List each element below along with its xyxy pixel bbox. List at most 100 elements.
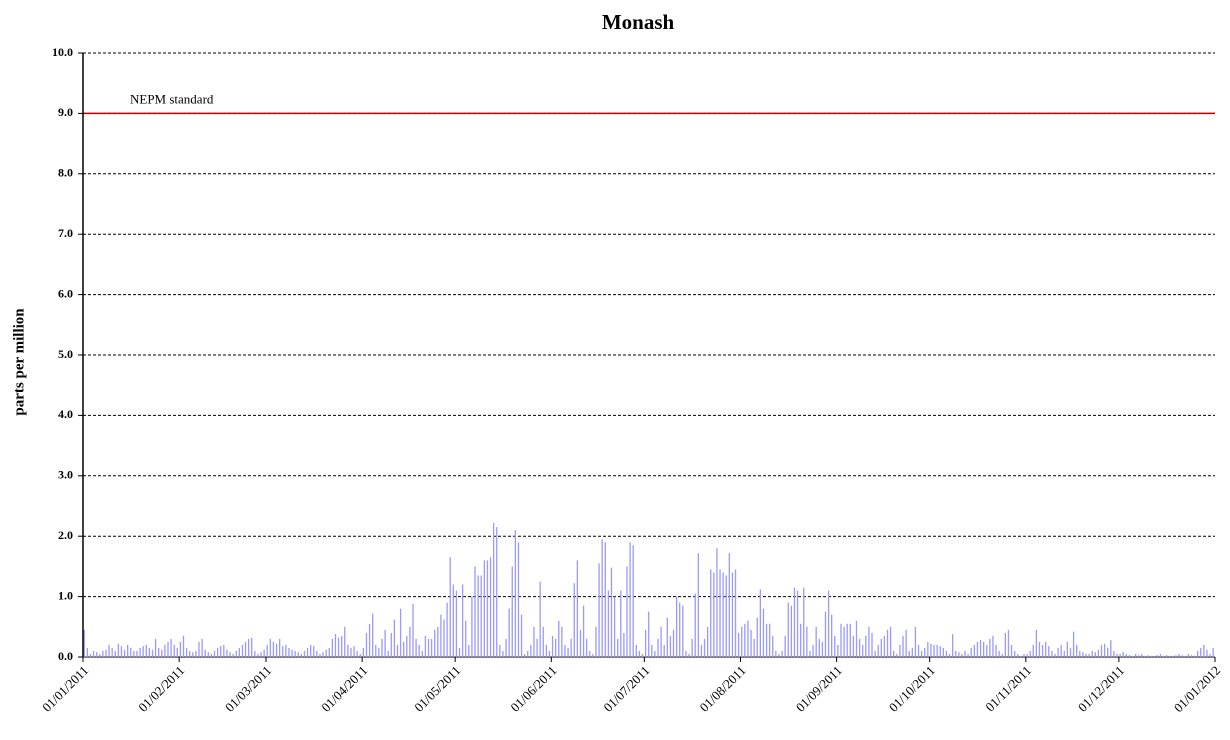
bar	[607, 590, 610, 657]
bar	[514, 530, 516, 657]
bar	[1138, 655, 1140, 657]
bar	[1076, 644, 1078, 657]
y-axis-label: parts per million	[11, 308, 27, 416]
bar	[322, 652, 324, 657]
bar	[108, 644, 110, 657]
bar	[824, 611, 827, 657]
bar	[933, 644, 935, 657]
bar	[254, 650, 256, 657]
y-tick-label: 1.0	[58, 588, 73, 602]
bar	[902, 635, 904, 657]
bar	[862, 644, 864, 657]
bar	[527, 650, 529, 657]
bar	[967, 653, 969, 657]
bar	[269, 638, 271, 657]
bar	[874, 650, 876, 657]
bar	[737, 632, 740, 657]
bar	[294, 650, 296, 657]
bar	[1041, 644, 1044, 657]
bar	[781, 650, 783, 657]
bar	[803, 587, 805, 657]
bar	[685, 650, 687, 657]
bar	[924, 647, 926, 657]
bar	[1162, 655, 1165, 657]
bar	[744, 623, 746, 657]
bar	[192, 652, 194, 657]
bar	[1066, 641, 1069, 657]
bar	[592, 653, 594, 657]
bar	[688, 653, 690, 657]
bar	[759, 589, 761, 657]
bar	[989, 638, 991, 657]
bar	[716, 548, 718, 657]
bar	[378, 647, 380, 657]
x-tick-label: 01/01/2011	[39, 663, 91, 715]
bar	[843, 626, 845, 657]
y-tick-label: 5.0	[58, 347, 73, 361]
bar	[762, 608, 765, 657]
bar	[613, 596, 616, 657]
bar	[831, 614, 833, 657]
bar	[458, 647, 461, 657]
bar	[1153, 655, 1155, 657]
bar	[368, 623, 371, 657]
bar	[542, 626, 544, 657]
bar	[896, 653, 898, 657]
bar	[148, 647, 151, 657]
bar	[1203, 644, 1205, 657]
bar	[852, 635, 855, 657]
bar	[706, 626, 709, 657]
bar	[151, 649, 154, 657]
bar	[663, 644, 665, 657]
bar	[815, 626, 817, 657]
bar	[226, 649, 228, 657]
bar	[170, 638, 172, 657]
bar	[710, 569, 712, 657]
bar	[303, 650, 306, 657]
bar	[911, 647, 913, 657]
bar	[700, 644, 703, 657]
bar	[440, 614, 442, 657]
bar	[930, 643, 932, 657]
bar	[1172, 655, 1174, 657]
bar	[198, 641, 200, 657]
bar	[753, 638, 755, 657]
bar	[344, 626, 346, 657]
bar	[1063, 650, 1065, 657]
bar	[337, 637, 340, 657]
bar	[418, 644, 420, 657]
bar	[948, 653, 951, 657]
bar	[697, 553, 699, 657]
bar	[316, 650, 318, 657]
bar	[1134, 653, 1137, 657]
bar	[796, 590, 799, 657]
bar	[1038, 641, 1041, 657]
bar	[154, 638, 157, 657]
bar	[406, 635, 408, 657]
bar	[105, 649, 107, 657]
bar	[604, 542, 606, 657]
bar	[1026, 653, 1028, 657]
x-tick-label: 01/08/2011	[697, 663, 749, 715]
bar	[260, 652, 262, 657]
bar	[390, 632, 392, 657]
bar	[638, 650, 641, 657]
bar	[669, 635, 672, 657]
bar	[849, 623, 851, 657]
bar	[1035, 629, 1038, 657]
bar	[964, 650, 966, 657]
bar	[1209, 653, 1211, 657]
bar	[1085, 653, 1087, 657]
bar	[520, 614, 523, 657]
bar	[455, 590, 458, 657]
bar	[483, 560, 485, 657]
bar	[765, 623, 768, 657]
bar	[868, 626, 870, 657]
bar	[1113, 650, 1115, 657]
bar	[480, 575, 482, 657]
bar	[185, 647, 188, 657]
bar	[381, 638, 383, 657]
bar	[837, 644, 839, 657]
y-tick-label: 8.0	[58, 166, 73, 180]
bar	[449, 557, 451, 657]
